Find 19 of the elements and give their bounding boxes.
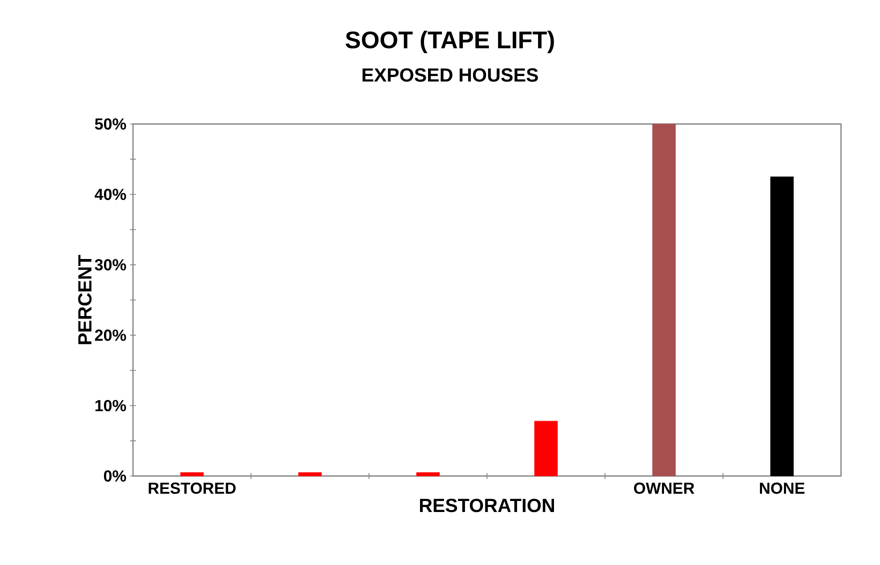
bar <box>298 472 322 476</box>
y-tick-label: 20% <box>94 330 126 341</box>
bar <box>652 124 676 476</box>
x-tick-label: RESTORED <box>148 482 236 494</box>
bar <box>416 472 440 476</box>
y-axis-title: PERCENT <box>78 254 92 344</box>
bar <box>534 420 558 476</box>
y-tick-label: 30% <box>94 259 126 270</box>
bar <box>770 176 794 476</box>
y-tick-label: 0% <box>104 470 126 482</box>
y-tick-label: 50% <box>94 118 126 130</box>
bar <box>180 472 204 476</box>
y-tick-label: 40% <box>94 188 126 200</box>
chart-subtitle: EXPOSED HOUSES <box>362 68 538 82</box>
x-axis-title: RESTORATION <box>420 498 554 512</box>
x-tick-label: OWNER <box>634 482 694 494</box>
chart-title: SOOT (TAPE LIFT) <box>346 30 554 54</box>
y-tick-label: 10% <box>95 400 126 412</box>
x-tick-label: NONE <box>760 482 804 494</box>
